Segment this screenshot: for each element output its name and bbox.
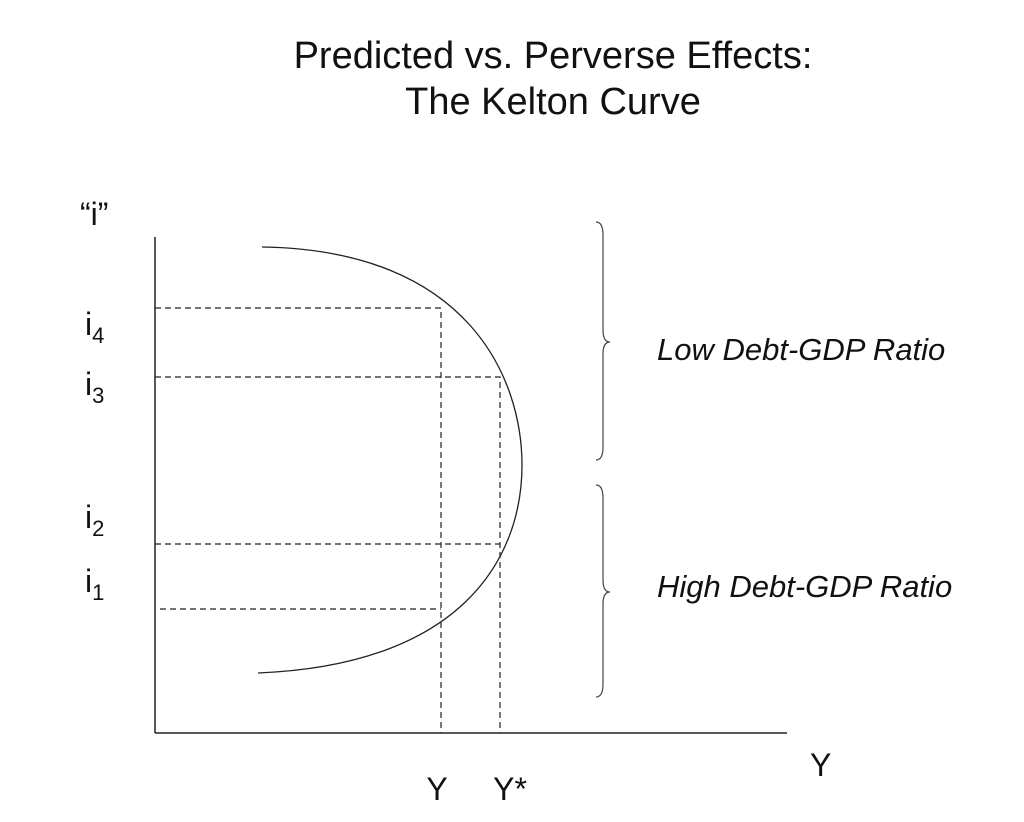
label-part: 3 (92, 383, 104, 408)
label-part: 4 (92, 323, 104, 348)
label-part: i (85, 563, 92, 599)
region-label: Low Debt-GDP Ratio (657, 332, 945, 367)
y-tick-label: i2 (85, 499, 104, 541)
brace (595, 484, 611, 698)
label-part: 1 (92, 580, 104, 605)
guide-line (155, 307, 442, 733)
title-line: Predicted vs. Perverse Effects: (294, 35, 813, 77)
kelton-curve (257, 246, 523, 674)
label-part: i (85, 366, 92, 402)
label-part: i (85, 306, 92, 342)
region-label: High Debt-GDP Ratio (657, 569, 952, 604)
title-line: The Kelton Curve (405, 81, 701, 123)
y-tick-label: i3 (85, 366, 104, 408)
brace (595, 221, 611, 461)
y-tick-label: i4 (85, 306, 104, 348)
y-tick-label: i1 (85, 563, 104, 605)
label-part: 2 (92, 516, 104, 541)
x-axis-label: Y (810, 747, 831, 783)
x-tick-label: Y* (493, 771, 527, 807)
label-part: i (85, 499, 92, 535)
guide-line (155, 376, 501, 733)
y-axis-label: “i” (80, 196, 108, 232)
x-tick-label: Y (426, 771, 447, 807)
